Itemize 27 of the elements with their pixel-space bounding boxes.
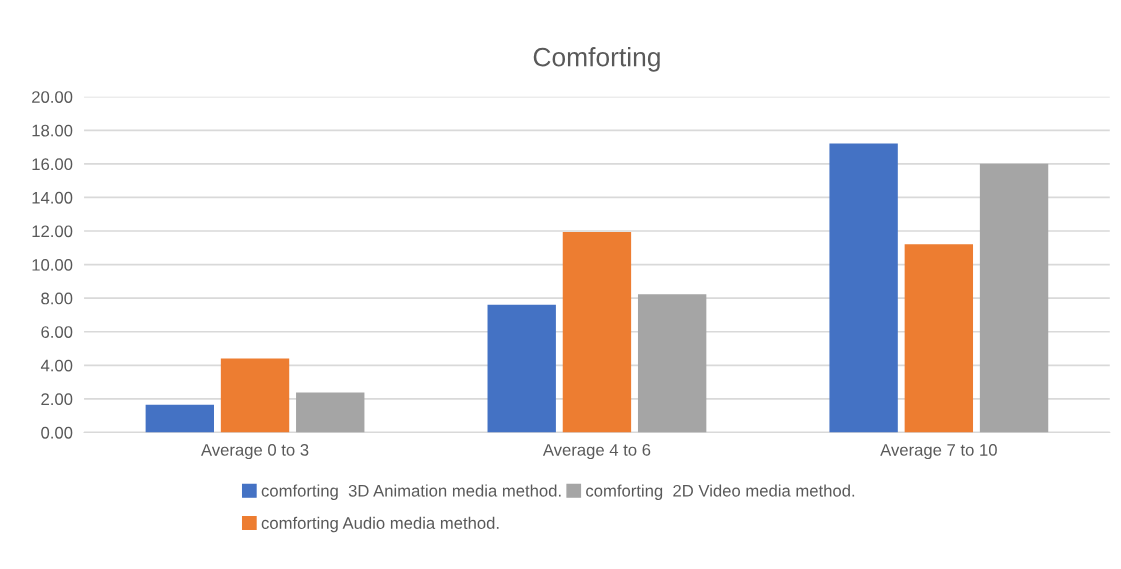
y-tick-label: 16.00 (32, 158, 73, 171)
y-tick-label: 8.00 (41, 292, 73, 305)
bar (145, 404, 214, 433)
legend-label: comforting 3D Animation media method. (261, 484, 561, 500)
bar (829, 143, 898, 433)
x-tick-label: Average 0 to 3 (201, 443, 309, 460)
x-tick-label: Average 4 to 6 (542, 443, 651, 460)
bar (904, 244, 974, 433)
legend-label: comforting Audio media method. (261, 516, 499, 533)
y-tick-label: 20.00 (32, 91, 73, 103)
y-tick-label: 4.00 (40, 359, 73, 372)
bar (220, 358, 290, 433)
bar (637, 294, 707, 433)
y-tick-label: 6.00 (41, 326, 73, 338)
bar (296, 392, 365, 433)
bar (487, 304, 556, 433)
y-tick-label: 2.00 (41, 393, 73, 406)
y-tick-label: 10.00 (32, 258, 73, 271)
bar (562, 232, 632, 433)
x-tick-label: Average 7 to 10 (880, 443, 997, 460)
bar (979, 163, 1049, 433)
y-tick-label: 12.00 (32, 225, 73, 238)
y-tick-label: 0.00 (41, 426, 73, 439)
chart-title: Comforting (533, 47, 660, 72)
legend-label: comforting 2D Video media method. (586, 484, 855, 500)
y-tick-label: 18.00 (32, 124, 73, 137)
y-tick-label: 14.00 (32, 191, 73, 204)
